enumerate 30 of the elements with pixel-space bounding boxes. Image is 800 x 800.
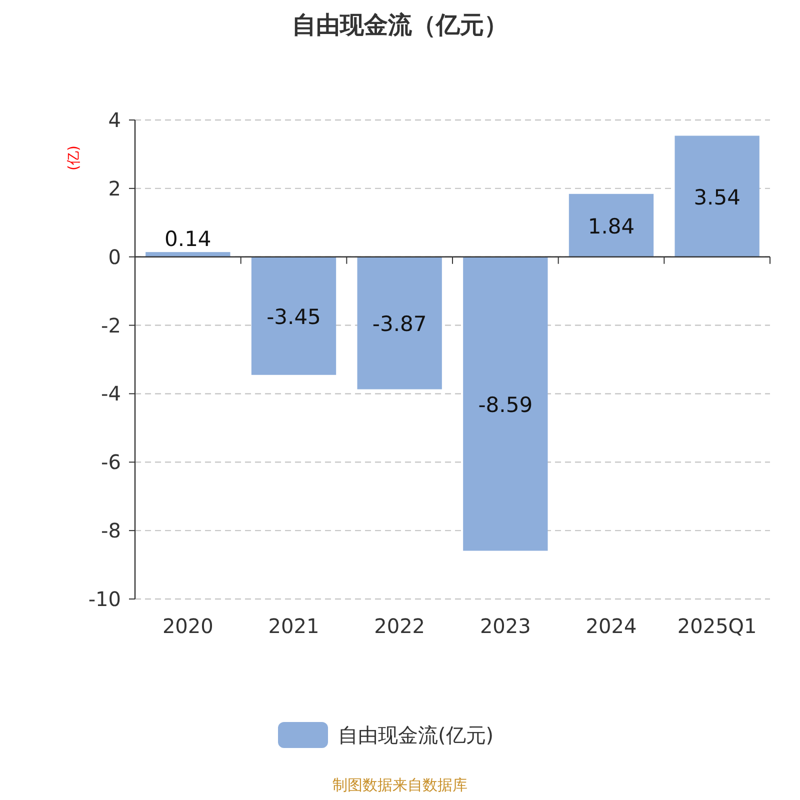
data-label: 1.84 [588, 214, 635, 238]
y-tick-label: -4 [101, 382, 121, 406]
y-tick-label: 4 [108, 108, 121, 132]
x-tick-label: 2021 [268, 614, 320, 638]
bar [674, 136, 760, 257]
y-tick-label: 0 [108, 244, 121, 269]
chart-title: 自由现金流（亿元） [292, 11, 508, 39]
x-tick-label: 2020 [162, 614, 214, 638]
data-label: -3.45 [266, 304, 321, 329]
bar [146, 252, 230, 257]
x-tick-label: 2023 [480, 614, 531, 638]
bar [251, 256, 336, 375]
data-label: -3.87 [372, 312, 427, 336]
data-label: -8.59 [478, 392, 533, 417]
bar [357, 256, 442, 390]
legend-label: 自由现金流(亿元) [338, 723, 494, 747]
text: 制图数据来自数据库 [332, 776, 468, 794]
x-tick-label: 2022 [374, 614, 426, 638]
bar [568, 194, 654, 257]
y-tick-label: 2 [108, 176, 121, 200]
x-tick-label: 2024 [586, 614, 637, 638]
data-label: 3.54 [694, 185, 740, 210]
y-tick-label: -8 [101, 518, 121, 543]
y-tick-label: -2 [101, 313, 121, 338]
x-tick-label: 2025Q1 [677, 614, 757, 638]
bar [463, 256, 548, 551]
y-tick-label: -10 [88, 587, 121, 611]
y-tick-label: -6 [101, 450, 121, 474]
data-label: 0.14 [164, 227, 212, 252]
y-axis-title: (亿) [66, 146, 82, 170]
